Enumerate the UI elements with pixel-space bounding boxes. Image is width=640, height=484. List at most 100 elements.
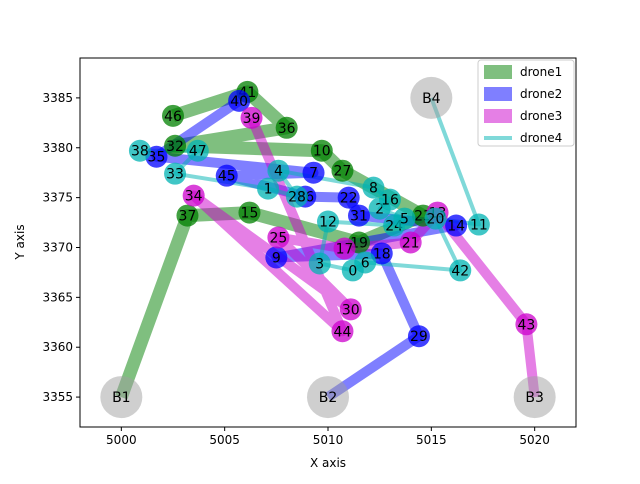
point-label-drone4-11: 11: [470, 218, 488, 234]
point-label-drone1-10: 10: [313, 144, 331, 160]
x-tick-label: 5005: [209, 433, 240, 447]
point-drone4-20: [424, 207, 447, 230]
legend-label-drone4: drone4: [520, 131, 562, 145]
point-label-drone4-5: 5: [400, 212, 409, 228]
point-label-drone1-37: 37: [179, 209, 197, 225]
x-axis-label: X axis: [310, 456, 346, 470]
legend-box: [477, 59, 575, 147]
point-drone2-22: [337, 186, 360, 209]
point-drone1-10: [310, 139, 333, 162]
point-drone4-8: [362, 176, 385, 199]
point-drone4-16: [379, 188, 401, 211]
x-tick-label: 5020: [519, 433, 550, 447]
base-marker-b2: [307, 376, 349, 419]
point-label-drone4-38: 38: [131, 144, 149, 160]
point-drone4-5: [393, 207, 416, 230]
point-label-drone4-3: 3: [315, 256, 324, 272]
point-drone2-14: [445, 214, 468, 237]
point-label-drone1-36: 36: [278, 121, 296, 137]
point-label-drone1-27: 27: [334, 164, 352, 180]
point-label-drone2-45: 45: [218, 169, 236, 185]
point-label-drone4-4: 4: [274, 164, 283, 180]
point-drone3-43: [515, 313, 538, 336]
base-label-b2: B2: [319, 390, 338, 406]
y-tick-label: 3355: [42, 390, 73, 404]
legend-swatch-drone2: [484, 87, 512, 101]
y-tick-label: 3360: [42, 340, 73, 354]
point-drone1-15: [238, 201, 261, 224]
point-label-drone4-20: 20: [427, 212, 445, 228]
point-label-drone4-16: 16: [381, 193, 399, 209]
point-drone2-45: [215, 164, 238, 187]
point-label-drone4-42: 42: [451, 263, 469, 279]
base-marker-b4: [410, 76, 453, 119]
point-label-drone3-39: 39: [243, 111, 261, 127]
point-label-drone2-18: 18: [373, 246, 391, 262]
point-drone3-17: [333, 237, 356, 260]
point-label-drone4-12: 12: [319, 215, 337, 231]
point-drone4-11: [467, 213, 490, 236]
base-marker-b1: [100, 376, 143, 419]
point-drone4-3: [308, 252, 331, 275]
point-drone2-29: [407, 325, 430, 348]
y-axis: 3355 3360 3365 3370 3375 3380 3385: [42, 91, 80, 404]
base-label-b3: B3: [525, 390, 544, 406]
point-drone4-47: [186, 139, 209, 162]
y-axis-label: Y axis: [13, 224, 27, 260]
point-drone2-9: [265, 246, 288, 269]
point-drone4-38: [128, 139, 151, 162]
point-label-drone3-43: 43: [517, 317, 535, 333]
point-label-drone2-29: 29: [410, 329, 428, 345]
point-drone2-7: [302, 161, 325, 184]
point-drone2-40: [228, 89, 251, 112]
point-label-drone4-28: 28: [288, 190, 306, 206]
point-label-drone1-32: 32: [166, 139, 184, 155]
point-drone1-36: [275, 116, 298, 139]
base-marker-b3: [513, 376, 556, 419]
point-label-drone3-25: 25: [269, 231, 287, 247]
point-label-drone4-47: 47: [189, 144, 207, 160]
y-tick-label: 3365: [42, 290, 73, 304]
point-drone1-37: [176, 204, 199, 227]
point-drone3-30: [339, 298, 362, 321]
point-drone4-0: [341, 259, 364, 282]
point-drone4-33: [164, 162, 187, 185]
y-tick-label: 3375: [42, 191, 73, 205]
plot-area: B1B2B3B437151923271032364146291891431222…: [100, 76, 556, 419]
point-drone2-18: [370, 242, 393, 265]
point-drone4-42: [449, 259, 472, 282]
point-label-drone3-44: 44: [334, 324, 352, 340]
point-label-drone4-2: 2: [375, 202, 384, 218]
point-drone4-1: [257, 177, 280, 200]
point-label-drone3-21: 21: [402, 236, 420, 252]
point-drone1-32: [164, 134, 187, 157]
point-label-drone2-7: 7: [309, 166, 318, 182]
legend-swatch-drone1: [484, 65, 512, 79]
x-tick-label: 5010: [313, 433, 344, 447]
point-label-drone2-9: 9: [272, 250, 281, 266]
point-drone3-34: [182, 184, 205, 207]
y-tick-label: 3385: [42, 91, 73, 105]
point-label-drone2-35: 35: [148, 150, 166, 166]
point-label-drone2-31: 31: [350, 209, 368, 225]
point-drone3-21: [399, 231, 422, 254]
x-tick-label: 5015: [416, 433, 447, 447]
point-label-drone4-8: 8: [369, 181, 378, 197]
base-label-b4: B4: [422, 91, 441, 107]
x-tick-label: 5000: [106, 433, 137, 447]
point-drone1-46: [162, 104, 184, 127]
point-drone2-31: [348, 204, 370, 227]
point-drone4-12: [317, 210, 339, 233]
y-tick-label: 3370: [42, 240, 73, 254]
point-label-drone4-0: 0: [348, 263, 357, 279]
point-label-drone3-17: 17: [336, 241, 354, 257]
point-label-drone4-1: 1: [264, 182, 273, 198]
point-label-drone1-15: 15: [241, 206, 259, 222]
point-label-drone2-40: 40: [230, 94, 248, 110]
legend-label-drone2: drone2: [520, 87, 562, 101]
legend-swatch-drone3: [484, 109, 512, 123]
point-drone2-35: [145, 145, 168, 168]
point-label-drone1-46: 46: [164, 109, 182, 125]
point-drone3-39: [240, 106, 263, 129]
